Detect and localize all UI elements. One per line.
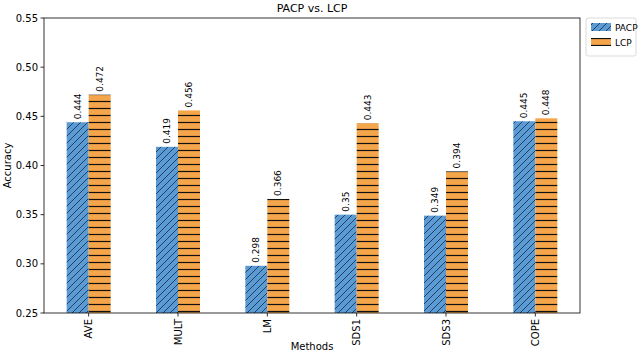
bar bbox=[513, 121, 535, 313]
data-label: 0.366 bbox=[273, 170, 283, 196]
bar bbox=[178, 110, 200, 313]
data-label: 0.472 bbox=[95, 66, 105, 92]
x-tick bbox=[446, 313, 447, 317]
x-tick-label: SDS3 bbox=[441, 319, 452, 346]
bar bbox=[446, 171, 468, 313]
data-label: 0.443 bbox=[363, 94, 373, 120]
data-label: 0.394 bbox=[452, 142, 462, 168]
x-tick-label: AVE bbox=[83, 319, 94, 338]
legend: PACP LCP bbox=[586, 18, 638, 56]
y-axis-label: Accuracy bbox=[2, 143, 13, 189]
y-tick-label: 0.45 bbox=[16, 111, 38, 122]
x-tick-label: COPE bbox=[530, 319, 541, 346]
bar bbox=[156, 147, 178, 313]
x-tick bbox=[178, 313, 179, 317]
bar bbox=[357, 123, 379, 313]
data-label: 0.444 bbox=[73, 93, 83, 119]
bar bbox=[424, 216, 446, 313]
data-label: 0.419 bbox=[162, 118, 172, 144]
y-tick-label: 0.55 bbox=[16, 13, 38, 24]
y-tick-label: 0.40 bbox=[16, 160, 38, 171]
plot-frame bbox=[44, 18, 580, 313]
chart-container: PACP vs. LCP 0.444 0.419 0.298 0.35 0.349 0.44… bbox=[0, 0, 640, 354]
y-tick bbox=[41, 116, 45, 117]
data-label: 0.448 bbox=[541, 89, 551, 115]
y-tick bbox=[41, 214, 45, 215]
chart-svg: PACP vs. LCP 0.444 0.419 0.298 0.35 0.349 0.44… bbox=[0, 0, 640, 354]
y-tick-label: 0.50 bbox=[16, 62, 38, 73]
legend-swatch bbox=[591, 23, 611, 31]
y-tick-label: 0.35 bbox=[16, 209, 38, 220]
x-tick-label: SDS1 bbox=[351, 319, 362, 346]
y-tick bbox=[41, 165, 45, 166]
legend-swatch bbox=[591, 38, 611, 46]
title: PACP vs. LCP bbox=[277, 2, 348, 15]
x-tick-label: MULT bbox=[173, 318, 184, 345]
x-tick bbox=[535, 313, 536, 317]
legend-label: PACP bbox=[615, 23, 638, 33]
x-axis-label: Methods bbox=[291, 341, 334, 352]
bar bbox=[267, 199, 289, 313]
bar bbox=[89, 95, 111, 313]
bar bbox=[535, 118, 557, 313]
bar bbox=[245, 266, 267, 313]
x-tick bbox=[356, 313, 357, 317]
bar bbox=[67, 122, 89, 313]
x-tick bbox=[267, 313, 268, 317]
data-label: 0.445 bbox=[519, 92, 529, 118]
y-tick-label: 0.30 bbox=[16, 258, 38, 269]
data-label: 0.298 bbox=[251, 237, 261, 263]
legend-label: LCP bbox=[615, 38, 632, 48]
y-tick bbox=[41, 67, 45, 68]
data-label: 0.349 bbox=[430, 187, 440, 213]
bars bbox=[67, 95, 558, 313]
bar bbox=[335, 215, 357, 313]
x-tick-label: LM bbox=[262, 319, 273, 333]
y-tick-label: 0.25 bbox=[16, 308, 38, 319]
y-tick bbox=[41, 263, 45, 264]
y-tick bbox=[41, 18, 45, 19]
x-tick bbox=[88, 313, 89, 317]
data-label: 0.456 bbox=[184, 81, 194, 107]
data-label: 0.35 bbox=[341, 192, 351, 212]
y-tick bbox=[41, 313, 45, 314]
